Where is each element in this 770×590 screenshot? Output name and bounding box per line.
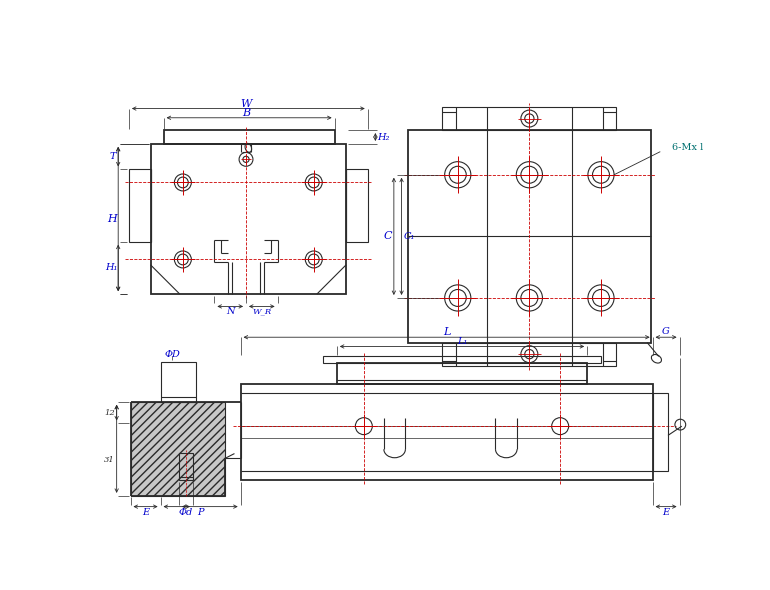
Text: L: L bbox=[443, 327, 450, 337]
Text: N: N bbox=[226, 307, 235, 316]
Bar bbox=[408, 130, 651, 343]
Bar bbox=[163, 130, 334, 144]
Bar bbox=[151, 144, 346, 294]
Text: E: E bbox=[662, 507, 670, 516]
Bar bbox=[337, 363, 587, 384]
Bar bbox=[161, 362, 196, 402]
Text: B: B bbox=[242, 108, 250, 118]
Text: Φd: Φd bbox=[179, 507, 193, 516]
Bar bbox=[442, 107, 616, 130]
Text: C: C bbox=[383, 231, 392, 241]
Text: G: G bbox=[662, 327, 670, 336]
Bar bbox=[346, 169, 368, 242]
Bar bbox=[323, 356, 601, 363]
Text: 12: 12 bbox=[105, 409, 115, 417]
Text: H₂: H₂ bbox=[377, 133, 390, 142]
Text: H₁: H₁ bbox=[105, 263, 118, 273]
Bar bbox=[130, 402, 225, 496]
Text: 31: 31 bbox=[105, 455, 115, 464]
Bar bbox=[652, 394, 668, 471]
Text: E: E bbox=[142, 507, 149, 516]
Text: 6-Mx l: 6-Mx l bbox=[671, 143, 703, 152]
Bar bbox=[179, 454, 192, 480]
Text: L₁: L₁ bbox=[457, 336, 467, 346]
Text: P: P bbox=[197, 507, 204, 516]
Text: W_R: W_R bbox=[253, 308, 271, 316]
Text: ΦD: ΦD bbox=[164, 350, 180, 359]
Text: W: W bbox=[240, 99, 252, 109]
Bar bbox=[240, 384, 653, 480]
Text: C₁: C₁ bbox=[403, 232, 415, 241]
Text: T: T bbox=[109, 152, 116, 161]
Bar bbox=[129, 169, 151, 242]
Text: H: H bbox=[107, 214, 117, 224]
Bar bbox=[442, 343, 616, 366]
